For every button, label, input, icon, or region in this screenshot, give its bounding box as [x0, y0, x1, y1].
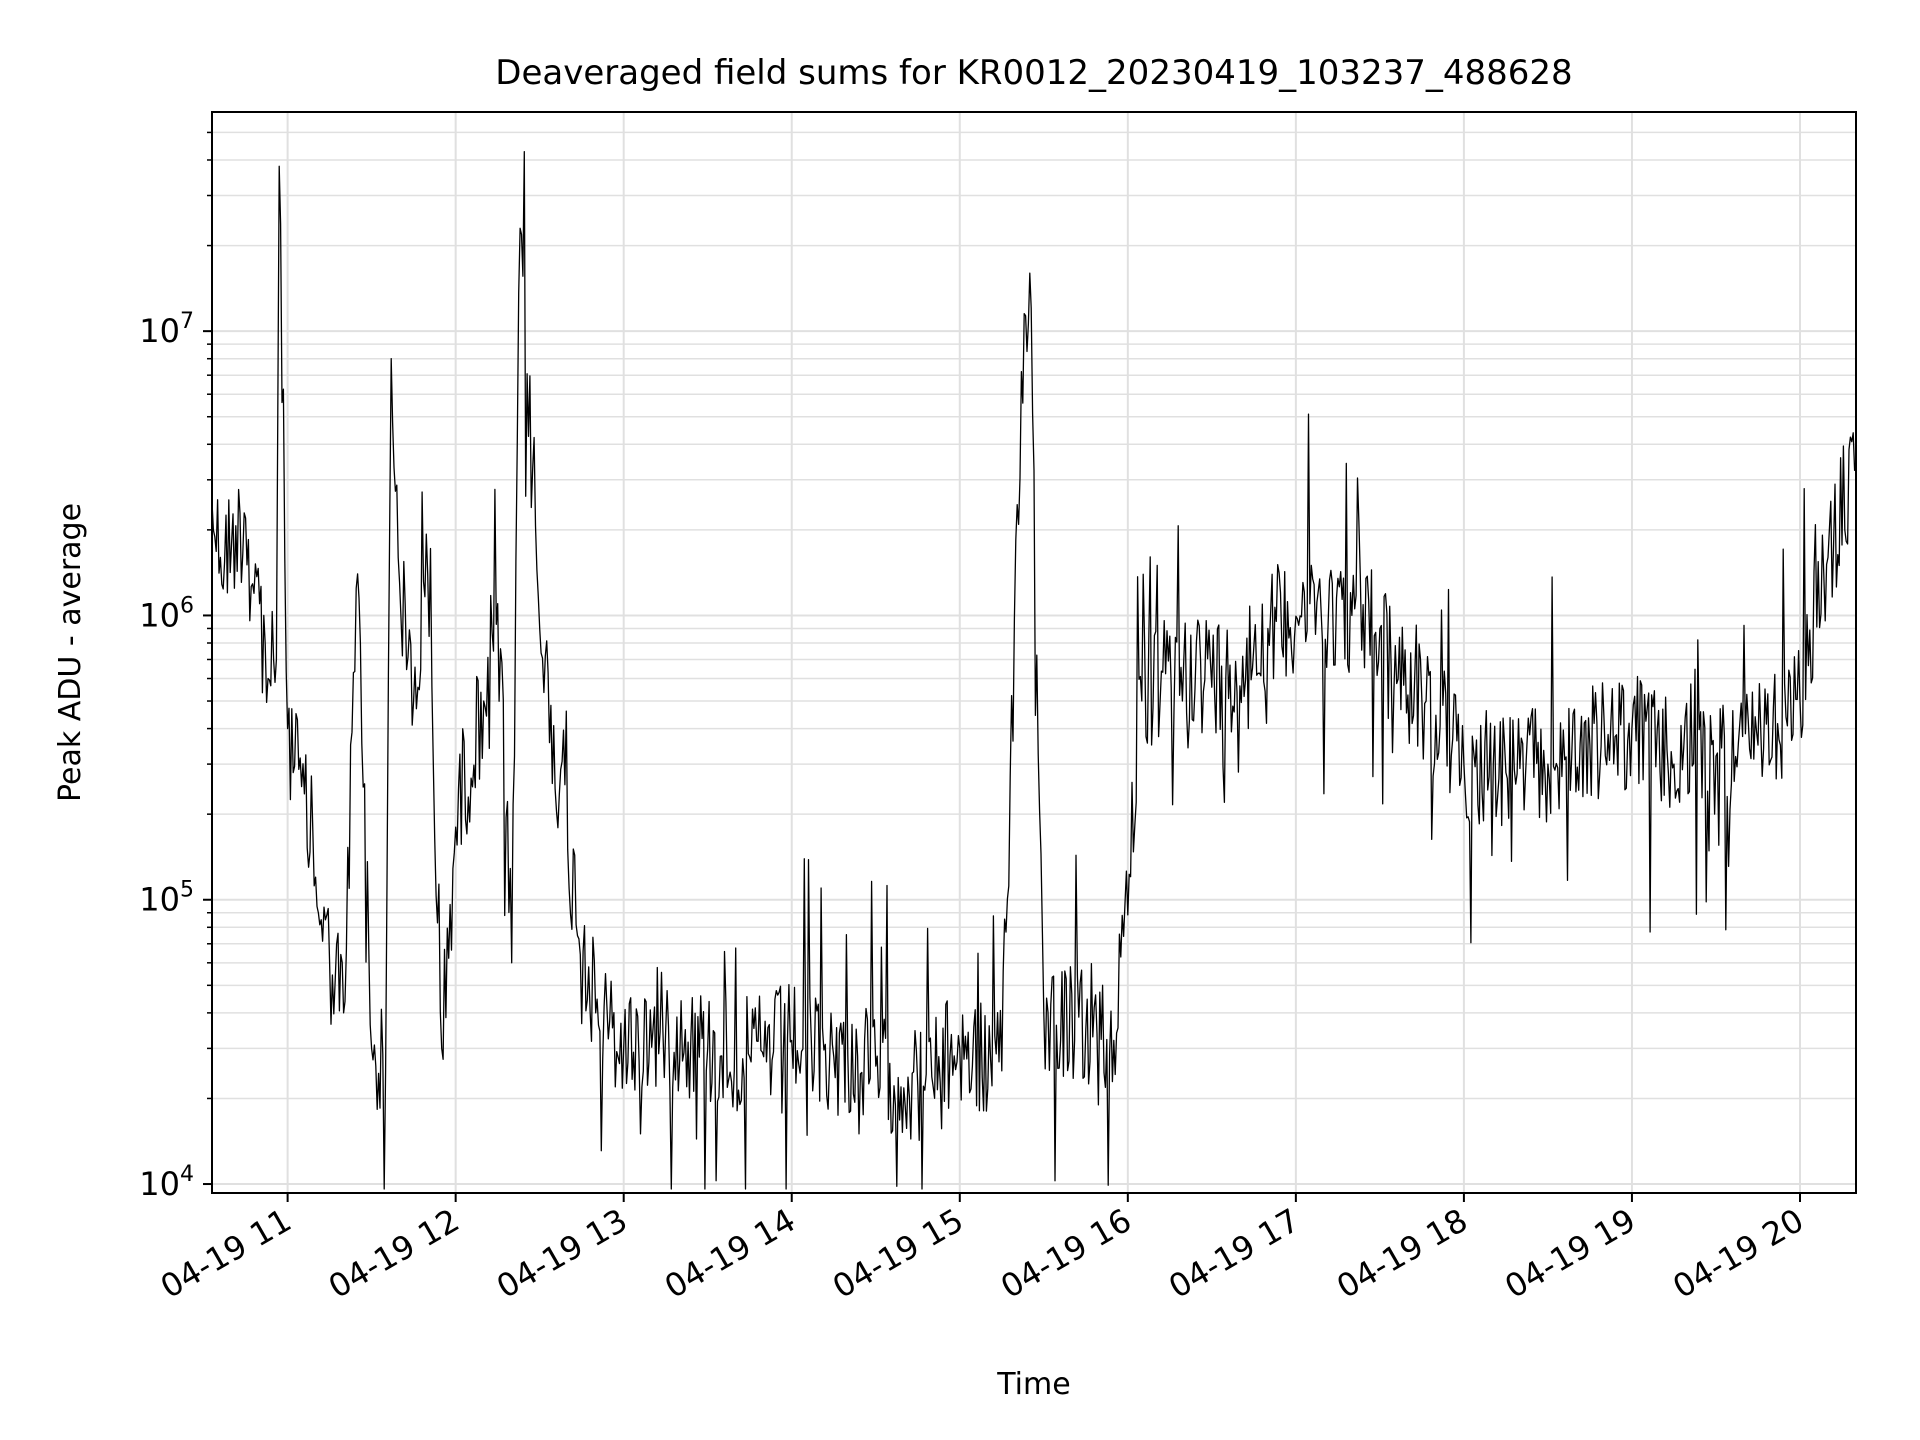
y-tick-exponent: 6	[180, 593, 194, 618]
y-tick-exponent: 4	[180, 1162, 194, 1187]
y-tick-label: 107	[139, 309, 194, 350]
x-axis-label: Time	[996, 1367, 1070, 1402]
chart-title: Deaveraged field sums for KR0012_2023041…	[495, 53, 1572, 93]
y-tick-exponent: 5	[180, 878, 194, 903]
plot-area-frame	[211, 111, 1857, 1194]
y-axis-label: Peak ADU - average	[53, 503, 88, 802]
y-tick-label: 104	[139, 1162, 194, 1203]
y-tick-label: 105	[139, 878, 194, 919]
series-peak-adu	[211, 151, 1857, 1190]
y-tick-label: 106	[139, 593, 194, 634]
y-axis: 104 105 106 107	[139, 131, 212, 1203]
y-tick-exponent: 7	[180, 309, 194, 334]
series-line	[211, 151, 1857, 1190]
